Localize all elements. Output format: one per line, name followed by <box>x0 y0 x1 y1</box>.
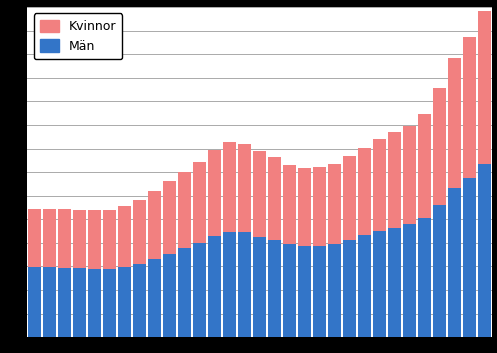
Bar <box>433 205 446 337</box>
Bar <box>118 206 131 267</box>
Bar <box>433 88 446 205</box>
Bar <box>313 246 326 337</box>
Bar <box>133 264 146 337</box>
Bar <box>253 151 266 237</box>
Bar <box>149 259 161 337</box>
Bar <box>74 268 86 337</box>
Bar <box>313 167 326 246</box>
Bar <box>74 210 86 268</box>
Bar <box>388 228 401 337</box>
Bar <box>403 225 416 337</box>
Bar <box>268 156 281 240</box>
Bar <box>239 232 251 337</box>
Bar <box>373 139 386 231</box>
Bar <box>268 240 281 337</box>
Bar <box>328 244 341 337</box>
Bar <box>178 249 191 337</box>
Bar <box>328 164 341 244</box>
Bar <box>59 209 71 268</box>
Bar <box>88 210 101 269</box>
Bar <box>28 267 41 337</box>
Bar <box>298 168 311 246</box>
Bar <box>59 268 71 337</box>
Bar <box>208 236 221 337</box>
Bar <box>103 210 116 269</box>
Bar <box>239 144 251 232</box>
Bar <box>88 269 101 337</box>
Bar <box>388 132 401 228</box>
Bar <box>298 246 311 337</box>
Bar <box>418 114 431 218</box>
Bar <box>43 209 56 267</box>
Bar <box>178 172 191 249</box>
Bar <box>103 269 116 337</box>
Bar <box>463 178 476 337</box>
Bar <box>149 191 161 259</box>
Bar <box>193 243 206 337</box>
Bar <box>118 267 131 337</box>
Bar <box>43 267 56 337</box>
Bar <box>343 240 356 337</box>
Bar <box>133 201 146 264</box>
Bar <box>343 156 356 240</box>
Bar <box>358 148 371 235</box>
Bar <box>223 232 236 337</box>
Bar <box>253 237 266 337</box>
Bar <box>223 142 236 232</box>
Bar <box>463 37 476 178</box>
Bar <box>478 11 491 164</box>
Bar <box>164 181 176 254</box>
Bar <box>373 231 386 337</box>
Bar <box>478 164 491 337</box>
Bar <box>403 126 416 225</box>
Bar <box>418 218 431 337</box>
Bar <box>28 209 41 267</box>
Bar <box>448 58 461 188</box>
Bar <box>448 188 461 337</box>
Bar <box>208 150 221 236</box>
Bar <box>358 235 371 337</box>
Bar <box>164 254 176 337</box>
Bar <box>193 162 206 243</box>
Bar <box>283 244 296 337</box>
Bar <box>283 164 296 244</box>
Legend: Kvinnor, Män: Kvinnor, Män <box>34 13 122 59</box>
